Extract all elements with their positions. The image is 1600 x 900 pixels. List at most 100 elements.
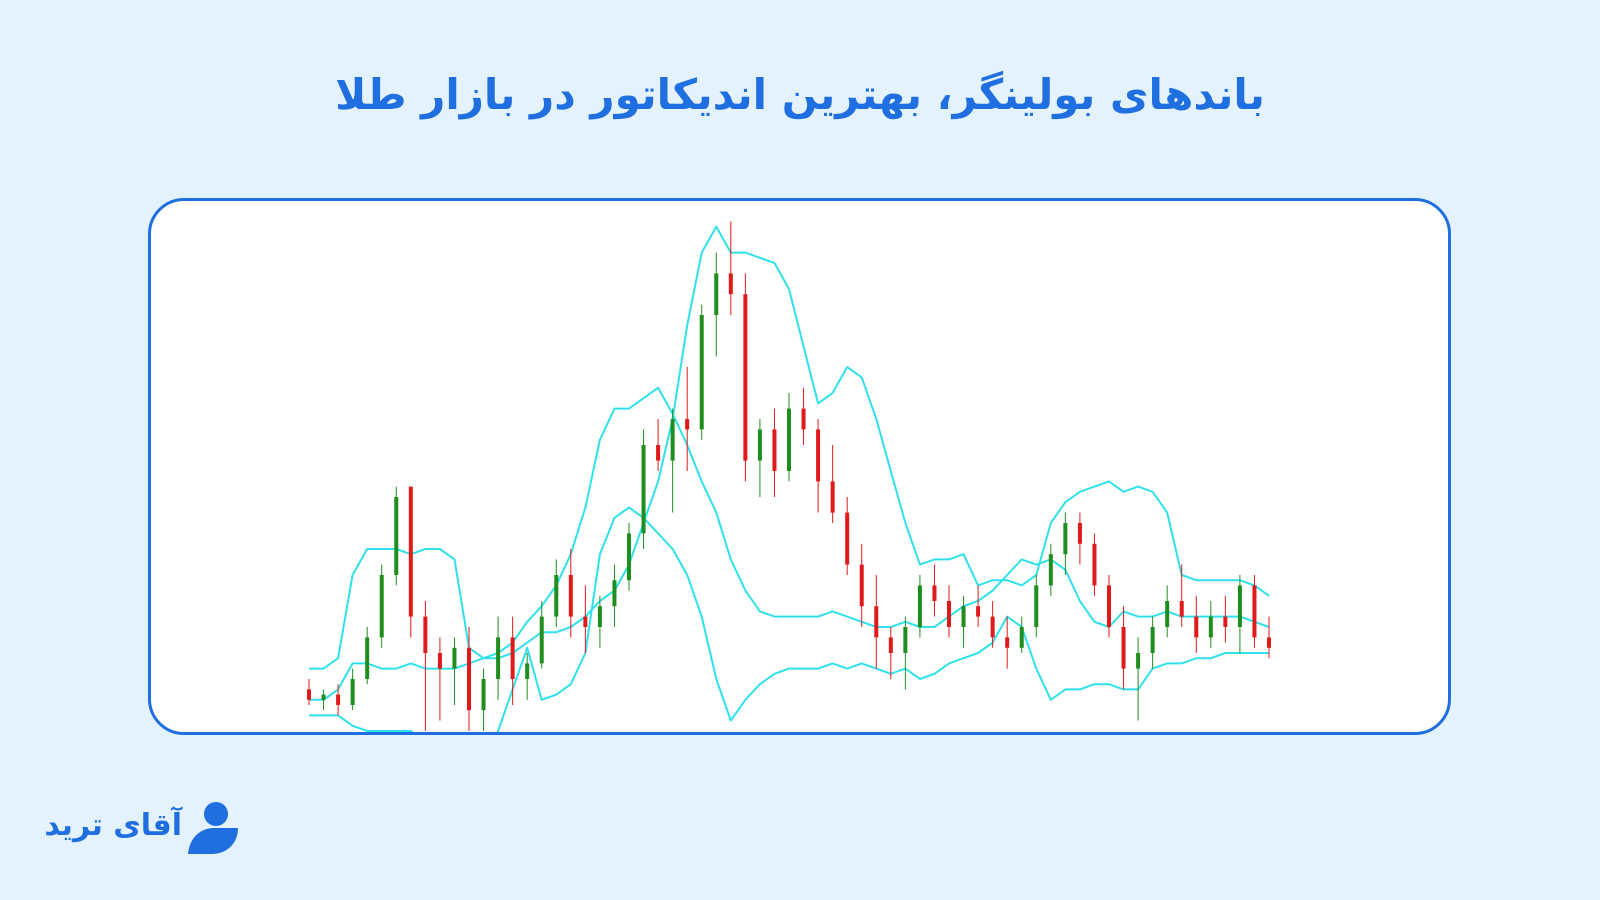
bullish-candle (917, 575, 922, 638)
candle-body (1165, 601, 1170, 627)
candle-body (481, 679, 486, 711)
bullish-candle (699, 304, 704, 440)
candle-body (990, 616, 995, 638)
candle-body (816, 429, 821, 482)
bearish-candle (976, 585, 981, 627)
candle-body (874, 606, 879, 638)
candle-body (1136, 653, 1141, 669)
bearish-candle (656, 419, 661, 471)
bullish-candle (612, 564, 617, 627)
candle-body (1034, 585, 1039, 627)
bearish-candle (772, 408, 777, 497)
bullish-candle (903, 616, 908, 690)
candle-body (1005, 637, 1010, 648)
candle-body (1194, 616, 1199, 638)
bollinger-chart (307, 221, 1271, 732)
lower-band-line (309, 506, 1269, 732)
page-title: باندهای بولینگر، بهترین اندیکاتور در باز… (335, 70, 1265, 119)
candle-body (321, 694, 326, 700)
bearish-candle (728, 221, 733, 315)
candle-body (365, 637, 370, 679)
bearish-candle (510, 616, 515, 705)
candle-body (1063, 523, 1068, 555)
candle-body (554, 575, 559, 617)
candle-body (525, 663, 530, 679)
candle-body (1048, 554, 1053, 586)
candle-body (641, 445, 646, 534)
candle-body (932, 585, 937, 601)
candle-body (845, 512, 850, 565)
candle-body (379, 575, 384, 638)
bearish-candle (990, 601, 995, 648)
bullish-candle (379, 564, 384, 648)
candle-body (830, 481, 835, 513)
bullish-candle (1165, 585, 1170, 638)
candle-body (917, 585, 922, 627)
bearish-candle (685, 367, 690, 471)
bearish-candle (1179, 564, 1184, 627)
candle-body (757, 429, 762, 461)
bullish-candle (1048, 543, 1053, 596)
candle-body (452, 647, 457, 669)
candle-body (423, 616, 428, 653)
bearish-candle (307, 679, 311, 705)
bullish-candle (1019, 616, 1024, 653)
bearish-candle (423, 601, 428, 731)
bearish-candle (1092, 533, 1097, 596)
candle-body (1252, 585, 1257, 638)
bullish-candle (670, 408, 675, 513)
bearish-candle (845, 497, 850, 575)
bullish-candle (350, 668, 355, 711)
candle-body (510, 637, 515, 679)
candle-body (597, 606, 602, 627)
bearish-candle (1194, 595, 1199, 653)
candle-body (408, 486, 413, 617)
candle-body (656, 445, 661, 461)
bullish-candle (365, 627, 370, 685)
bearish-candle (437, 637, 442, 721)
candle-body (859, 564, 864, 607)
candle-body (1019, 627, 1024, 648)
bullish-candle (321, 689, 326, 711)
candle-body (801, 408, 806, 430)
candle-body (1107, 585, 1111, 627)
candle-body (685, 419, 690, 430)
candle-body (1267, 637, 1271, 648)
candle-body (1092, 543, 1097, 586)
bearish-candle (888, 627, 893, 679)
bearish-candle (1005, 616, 1010, 669)
candle-body (1237, 585, 1242, 627)
candle-body (976, 606, 981, 617)
candle-body (1208, 616, 1213, 638)
bullish-candle (496, 616, 501, 700)
bearish-candle (467, 627, 471, 731)
bearish-candle (874, 575, 879, 669)
bullish-candle (757, 419, 762, 497)
brand-name: آقای ترید (44, 808, 182, 843)
bullish-candle (1034, 575, 1039, 638)
bearish-candle (1223, 595, 1228, 643)
bullish-candle (539, 601, 544, 669)
candle-body (437, 653, 442, 669)
bearish-candle (1077, 512, 1082, 565)
candle-body (568, 575, 573, 617)
candle-body (1179, 601, 1184, 617)
bearish-candle (408, 486, 413, 638)
bearish-candle (583, 585, 588, 653)
candle-body (1121, 627, 1126, 669)
bullish-candle (452, 637, 457, 705)
bullish-candle (525, 653, 530, 700)
candle-body (888, 637, 893, 653)
bearish-candle (336, 684, 341, 716)
bullish-candle (1150, 616, 1155, 669)
candle-body (772, 429, 777, 471)
candle-body (787, 408, 791, 471)
candle-body (1150, 627, 1155, 653)
bullish-candle (1208, 601, 1213, 648)
candle-body (627, 533, 631, 581)
chart-frame (148, 198, 1451, 735)
bearish-candle (743, 273, 748, 482)
candle-body (336, 694, 341, 705)
bullish-candle (627, 523, 631, 591)
candle-body (699, 315, 704, 430)
